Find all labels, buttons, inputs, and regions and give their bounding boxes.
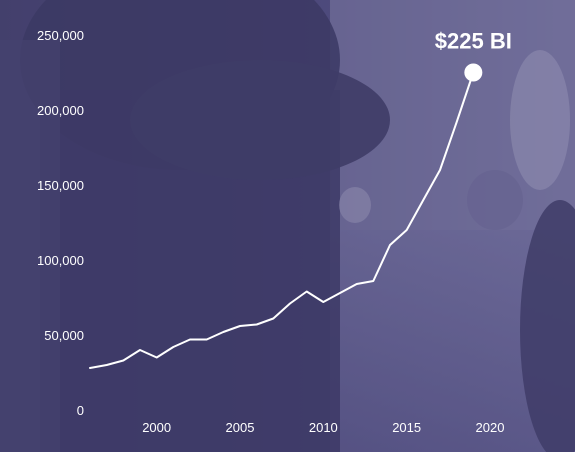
y-tick-label: 150,000 <box>37 178 84 193</box>
data-point <box>139 349 141 351</box>
data-point <box>105 364 107 366</box>
y-tick-label: 50,000 <box>44 328 84 343</box>
data-point <box>89 367 91 369</box>
data-point <box>239 325 241 327</box>
data-point <box>389 244 391 246</box>
data-point <box>172 346 174 348</box>
x-axis: 2000 2005 2010 2015 2020 <box>142 420 504 435</box>
series-layer <box>89 71 475 369</box>
data-point <box>439 169 441 171</box>
data-point <box>405 229 407 231</box>
y-tick-label: 100,000 <box>37 253 84 268</box>
data-point <box>189 338 191 340</box>
data-point <box>339 292 341 294</box>
data-point <box>322 301 324 303</box>
data-point <box>205 338 207 340</box>
highlight-marker <box>464 63 483 82</box>
x-tick-label: 2000 <box>142 420 171 435</box>
data-point <box>289 302 291 304</box>
data-point <box>372 280 374 282</box>
x-tick-label: 2020 <box>476 420 505 435</box>
callout-label: $225 BI <box>435 29 512 54</box>
data-point <box>355 283 357 285</box>
data-point <box>455 121 457 123</box>
data-point <box>422 199 424 201</box>
data-point <box>122 359 124 361</box>
y-axis: 0 50,000 100,000 150,000 200,000 250,000 <box>37 28 84 418</box>
series-line <box>89 71 475 369</box>
data-point <box>222 331 224 333</box>
y-tick-label: 250,000 <box>37 28 84 43</box>
data-point <box>305 290 307 292</box>
data-point <box>255 323 257 325</box>
y-tick-label: 0 <box>77 403 84 418</box>
x-tick-label: 2010 <box>309 420 338 435</box>
annotation-layer: $225 BI <box>435 29 512 82</box>
data-point <box>155 356 157 358</box>
x-tick-label: 2015 <box>392 420 421 435</box>
x-tick-label: 2005 <box>226 420 255 435</box>
y-tick-label: 200,000 <box>37 103 84 118</box>
data-point <box>272 317 274 319</box>
